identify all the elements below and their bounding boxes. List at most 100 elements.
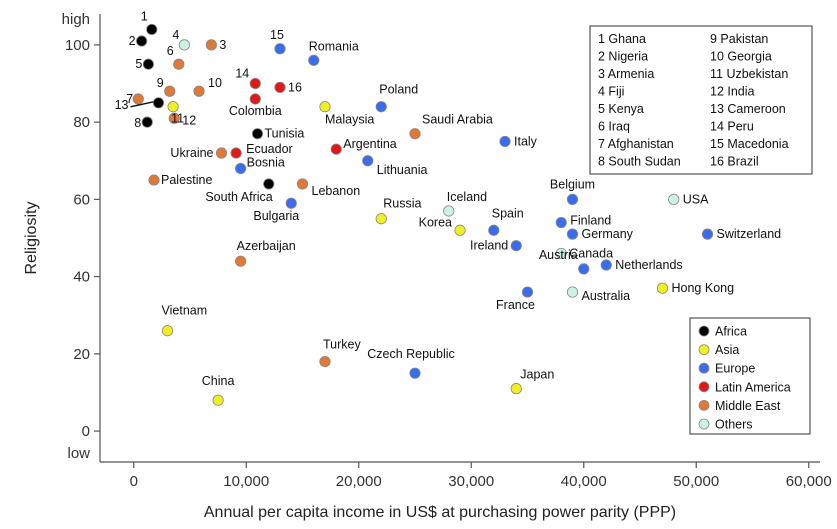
data-point-9 [164,85,176,97]
data-point-iceland [443,205,455,217]
country-key-entry: 6 Iraq [598,120,630,134]
x-tick-label: 20,000 [336,473,382,490]
data-point-15 [274,43,286,55]
point-label-5: 5 [135,57,142,71]
data-point-china [212,394,224,406]
point-label-bosnia: Bosnia [247,155,285,169]
point-label-ireland: Ireland [470,239,508,253]
legend-label: Europe [715,362,755,376]
point-label-south-africa: South Africa [205,190,272,204]
legend-swatch [698,381,710,393]
data-point-belgium [566,193,579,205]
data-point-netherlands [600,259,612,271]
point-label-3: 3 [219,38,226,52]
data-point-vietnam [161,325,174,337]
country-key-entry: 2 Nigeria [598,50,648,64]
point-label-australia: Australia [582,289,631,303]
country-key-entry: 10 Georgia [710,50,772,64]
point-label-vietnam: Vietnam [162,304,208,318]
data-point-10 [193,85,205,97]
data-point-usa [668,193,680,205]
data-points [132,23,714,406]
point-label-netherlands: Netherlands [615,258,682,272]
data-point-spain [488,224,500,236]
data-point-14 [249,77,261,90]
data-point-italy [499,135,511,148]
legend-label: Africa [715,325,747,339]
data-point-south-africa [263,178,275,190]
data-point-romania [308,54,320,66]
point-label-15: 15 [270,28,284,42]
point-label-colombia: Colombia [229,104,282,118]
data-point-13 [152,97,165,109]
country-key-entry: 13 Cameroon [710,102,786,116]
point-label-8: 8 [134,116,141,130]
data-point-argentina [330,143,342,155]
point-label-13: 13 [115,98,129,112]
data-point-ecuador [230,147,242,159]
point-label-poland: Poland [379,83,418,97]
point-label-france: France [496,298,535,312]
point-label-9: 9 [157,76,164,90]
legend-label: Middle East [715,399,781,413]
data-point-6 [173,58,185,70]
country-key-box [589,25,813,175]
data-point-canada [555,247,567,260]
data-point-czech-republic [409,367,421,379]
data-point-saudi-arabia [409,128,421,140]
data-point-germany [566,228,579,240]
country-key-entry: 5 Kenya [598,102,644,116]
point-label-czech-republic: Czech Republic [367,347,455,361]
data-point-malaysia [319,101,331,113]
country-key: 1 Ghana 2 Nigeria 3 Armenia 4 Fiji 5 Kenya 6 … [589,25,813,175]
point-label-ecuador: Ecuador [246,142,293,156]
point-label-italy: Italy [514,134,538,148]
point-label-hong-kong: Hong Kong [672,281,735,295]
legend: Africa Asia Europe Latin America Middle East… [689,317,811,435]
tick-labels: 0 10,000 20,000 30,000 40,000 50,000 60,000 0 20… [62,11,832,490]
point-label-11: 11 [171,112,184,126]
point-label-finland: Finland [570,214,611,228]
data-point-austria [578,263,590,275]
data-point-poland [375,101,387,113]
data-point-7 [132,93,144,105]
point-label-bulgaria: Bulgaria [253,209,299,223]
data-point-8 [141,116,153,128]
data-point-korea [454,224,466,236]
point-label-canada: Canada [569,246,613,260]
point-label-belgium: Belgium [550,177,595,191]
point-label-austria: Austria [539,248,578,262]
point-label-14: 14 [235,67,249,81]
point-label-lithuania: Lithuania [377,163,428,177]
point-label-switzerland: Switzerland [717,227,782,241]
point-label-malaysia: Malaysia [325,113,374,127]
data-point-ireland [510,240,522,252]
leader-line-13 [130,101,154,108]
data-point-16 [274,81,286,93]
data-point-lithuania [362,155,374,167]
country-key-entry: 16 Brazil [710,155,759,169]
point-label-japan: Japan [520,368,554,382]
data-point-hong-kong [656,282,669,294]
axes [99,14,820,463]
legend-label: Latin America [715,380,791,394]
data-point-azerbaijan [235,255,247,267]
point-label-2: 2 [129,34,136,48]
point-label-germany: Germany [582,227,634,241]
point-label-7: 7 [126,92,133,106]
y-high-label: high [62,11,90,28]
data-point-bosnia [235,162,247,175]
point-label-spain: Spain [492,206,524,220]
data-point-12 [168,112,180,124]
legend-box [689,317,811,435]
x-tick-label: 40,000 [561,473,607,490]
data-point-2 [136,35,148,47]
data-point-bulgaria [285,197,297,209]
country-key-entry: 8 South Sudan [598,155,681,169]
y-tick-label: 60 [73,191,90,208]
legend-label: Asia [715,343,739,357]
data-point-lebanon [296,178,309,190]
data-point-5 [142,58,154,70]
country-key-entry: 1 Ghana [598,32,646,46]
